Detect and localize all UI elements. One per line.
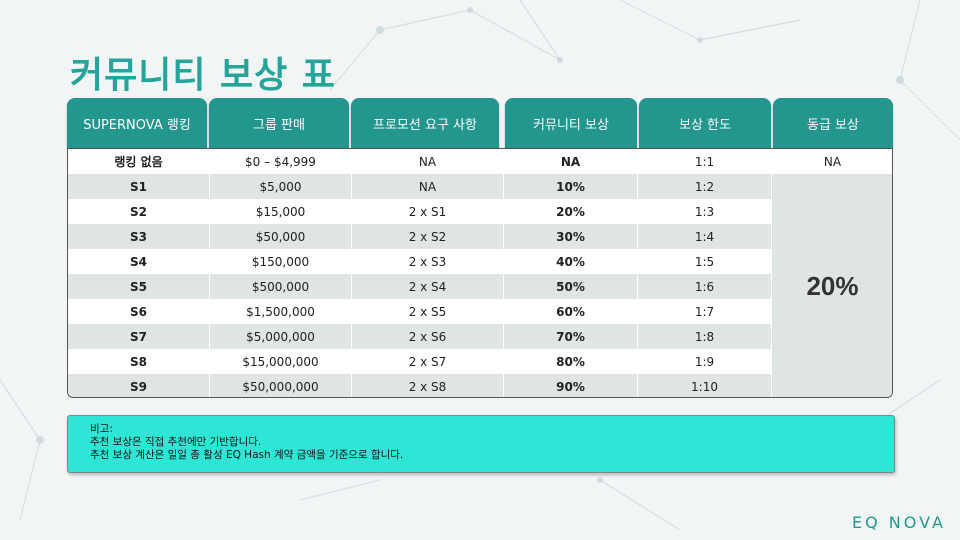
limit-cell: 1:2 xyxy=(638,174,772,199)
limit-cell: 1:4 xyxy=(638,224,772,249)
header-rank: SUPERNOVA 랭킹 xyxy=(67,98,207,148)
limit-cell: 1:3 xyxy=(638,199,772,224)
rank-cell: S6 xyxy=(68,299,210,324)
reward-cell: 60% xyxy=(504,299,638,324)
rank-cell: 랭킹 없음 xyxy=(68,149,210,174)
table-row: 랭킹 없음 $0 – $4,999 NA NA 1:1 xyxy=(68,149,772,174)
promo-cell: 2 x S7 xyxy=(352,349,504,374)
reward-cell: 30% xyxy=(504,224,638,249)
sales-cell: $0 – $4,999 xyxy=(210,149,352,174)
reward-cell: 90% xyxy=(504,374,638,397)
limit-cell: 1:6 xyxy=(638,274,772,299)
rank-cell: S4 xyxy=(68,249,210,274)
rank-cell: S7 xyxy=(68,324,210,349)
reward-cell: NA xyxy=(504,149,638,174)
sales-cell: $15,000 xyxy=(210,199,352,224)
limit-cell: 1:10 xyxy=(638,374,772,397)
reward-cell: 20% xyxy=(504,199,638,224)
limit-cell: 1:8 xyxy=(638,324,772,349)
table-row: S2 $15,000 2 x S1 20% 1:3 xyxy=(68,199,772,224)
promo-cell: 2 x S2 xyxy=(352,224,504,249)
page-title: 커뮤니티 보상 표 xyxy=(70,55,336,96)
rank-cell: S2 xyxy=(68,199,210,224)
rank-cell: S8 xyxy=(68,349,210,374)
reward-cell: 70% xyxy=(504,324,638,349)
notes-heading: 비고: xyxy=(90,423,113,435)
limit-cell: 1:5 xyxy=(638,249,772,274)
limit-cell: 1:7 xyxy=(638,299,772,324)
table-row: S3 $50,000 2 x S2 30% 1:4 xyxy=(68,224,772,249)
header-community-reward: 커뮤니티 보상 xyxy=(505,98,637,148)
rank-cell: S3 xyxy=(68,224,210,249)
sales-cell: $500,000 xyxy=(210,274,352,299)
eq-nova-logo: EQ NOVA xyxy=(852,513,946,532)
table-row: S6 $1,500,000 2 x S5 60% 1:7 xyxy=(68,299,772,324)
header-reward-limit: 보상 한도 xyxy=(639,98,771,148)
promo-cell: 2 x S5 xyxy=(352,299,504,324)
reward-cell: 50% xyxy=(504,274,638,299)
table-row: S7 $5,000,000 2 x S6 70% 1:8 xyxy=(68,324,772,349)
promo-cell: 2 x S6 xyxy=(352,324,504,349)
sales-cell: $50,000,000 xyxy=(210,374,352,397)
header-promotion-requirement: 프로모션 요구 사항 xyxy=(351,98,499,148)
table-row: S8 $15,000,000 2 x S7 80% 1:9 xyxy=(68,349,772,374)
reward-cell: 40% xyxy=(504,249,638,274)
table-row: S4 $150,000 2 x S3 40% 1:5 xyxy=(68,249,772,274)
notes-line: 추천 보상 계산은 일일 총 활성 EQ Hash 계약 금액을 기준으로 합니… xyxy=(90,449,404,461)
reward-table: SUPERNOVA 랭킹 그룹 판매 프로모션 요구 사항 커뮤니티 보상 보상… xyxy=(67,98,893,400)
promo-cell: NA xyxy=(352,174,504,199)
rank-cell: S5 xyxy=(68,274,210,299)
promo-cell: 2 x S8 xyxy=(352,374,504,397)
table-body: 랭킹 없음 $0 – $4,999 NA NA 1:1 S1 $5,000 NA… xyxy=(67,148,893,398)
rank-cell: S1 xyxy=(68,174,210,199)
notes-box: 비고: 추천 보상은 직접 추천에만 기반합니다. 추천 보상 계산은 일일 총… xyxy=(67,415,895,473)
header-group-sales: 그룹 판매 xyxy=(209,98,349,148)
sales-cell: $5,000 xyxy=(210,174,352,199)
peer-reward-na: NA xyxy=(772,149,892,174)
promo-cell: 2 x S1 xyxy=(352,199,504,224)
notes-line: 추천 보상은 직접 추천에만 기반합니다. xyxy=(90,436,262,448)
limit-cell: 1:9 xyxy=(638,349,772,374)
table-row: S1 $5,000 NA 10% 1:2 xyxy=(68,174,772,199)
sales-cell: $150,000 xyxy=(210,249,352,274)
reward-cell: 80% xyxy=(504,349,638,374)
sales-cell: $15,000,000 xyxy=(210,349,352,374)
sales-cell: $1,500,000 xyxy=(210,299,352,324)
limit-cell: 1:1 xyxy=(638,149,772,174)
peer-reward-value: 20% xyxy=(772,174,892,397)
promo-cell: NA xyxy=(352,149,504,174)
table-row: S9 $50,000,000 2 x S8 90% 1:10 xyxy=(68,374,772,397)
header-peer-reward: 동급 보상 xyxy=(773,98,893,148)
sales-cell: $5,000,000 xyxy=(210,324,352,349)
reward-cell: 10% xyxy=(504,174,638,199)
sales-cell: $50,000 xyxy=(210,224,352,249)
rank-cell: S9 xyxy=(68,374,210,397)
table-row: S5 $500,000 2 x S4 50% 1:6 xyxy=(68,274,772,299)
promo-cell: 2 x S3 xyxy=(352,249,504,274)
promo-cell: 2 x S4 xyxy=(352,274,504,299)
